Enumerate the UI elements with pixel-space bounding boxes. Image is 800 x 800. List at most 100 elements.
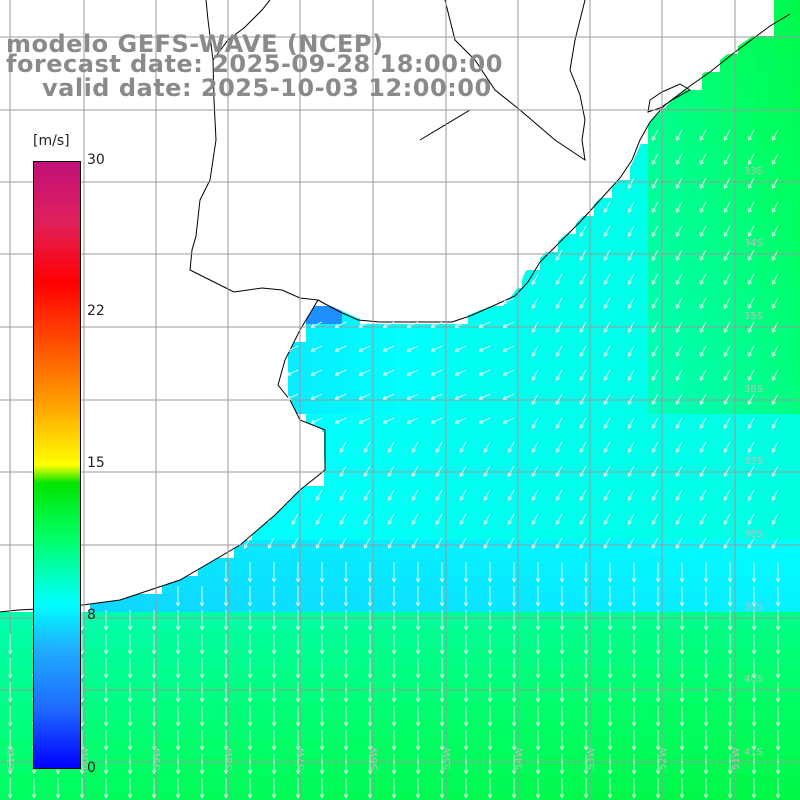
speed-cell bbox=[468, 720, 486, 738]
speed-cell bbox=[468, 738, 486, 756]
speed-cell bbox=[756, 792, 774, 800]
wind-arrow bbox=[771, 297, 779, 309]
wind-arrow bbox=[771, 201, 779, 213]
speed-cell bbox=[738, 792, 756, 800]
wind-arrow bbox=[483, 465, 491, 477]
wind-arrow bbox=[478, 321, 491, 328]
longitude-label: 53W bbox=[586, 747, 597, 770]
speed-cell bbox=[756, 612, 774, 630]
speed-cell bbox=[576, 486, 594, 504]
wind-arrow bbox=[531, 321, 539, 333]
wind-arrow bbox=[334, 393, 347, 400]
speed-cell bbox=[288, 738, 306, 756]
wind-arrow bbox=[367, 634, 373, 655]
wind-arrow bbox=[127, 634, 133, 655]
speed-cell bbox=[396, 396, 414, 414]
land-mask bbox=[0, 0, 770, 612]
speed-cell bbox=[558, 558, 576, 576]
wind-arrow bbox=[607, 658, 613, 679]
speed-cell bbox=[774, 234, 792, 252]
wind-arrow bbox=[627, 225, 635, 237]
wind-arrow bbox=[415, 634, 421, 655]
speed-cell bbox=[756, 738, 774, 756]
speed-cell bbox=[198, 594, 216, 612]
speed-cell bbox=[756, 144, 774, 162]
wind-arrow bbox=[363, 489, 371, 501]
speed-cell bbox=[702, 324, 720, 342]
wind-arrow bbox=[699, 417, 707, 429]
wind-arrow bbox=[343, 586, 349, 607]
speed-cell bbox=[378, 738, 396, 756]
speed-cell bbox=[522, 324, 540, 342]
speed-cell bbox=[702, 396, 720, 414]
speed-cell bbox=[594, 540, 612, 558]
wind-arrow bbox=[603, 417, 611, 429]
wind-arrow bbox=[127, 682, 133, 703]
speed-cell bbox=[522, 576, 540, 594]
wind-arrow bbox=[103, 658, 109, 679]
speed-cell bbox=[198, 792, 216, 800]
wind-arrow bbox=[723, 273, 731, 285]
speed-cell bbox=[738, 540, 756, 558]
speed-cell bbox=[612, 360, 630, 378]
wind-arrow bbox=[699, 537, 707, 549]
wind-arrow bbox=[291, 513, 299, 525]
wind-arrow bbox=[478, 345, 491, 352]
wind-arrow bbox=[583, 778, 589, 799]
speed-cell bbox=[432, 720, 450, 738]
wind-arrow bbox=[435, 441, 443, 453]
wind-arrow bbox=[727, 730, 733, 751]
speed-cell bbox=[792, 684, 800, 702]
speed-cell bbox=[576, 396, 594, 414]
wind-arrow bbox=[559, 730, 565, 751]
wind-arrow bbox=[775, 562, 781, 583]
speed-cell bbox=[558, 486, 576, 504]
speed-cell bbox=[738, 90, 756, 108]
wind-arrow bbox=[655, 586, 661, 607]
speed-cell bbox=[558, 630, 576, 648]
speed-cell bbox=[684, 342, 702, 360]
wind-arrow bbox=[435, 489, 443, 501]
wind-arrow bbox=[487, 706, 493, 727]
speed-cell bbox=[486, 774, 504, 792]
speed-cell bbox=[432, 702, 450, 720]
wind-arrow bbox=[199, 754, 205, 775]
speed-cell bbox=[378, 396, 396, 414]
speed-cell bbox=[630, 594, 648, 612]
speed-cell bbox=[180, 792, 198, 800]
speed-cell bbox=[666, 432, 684, 450]
speed-cell bbox=[378, 774, 396, 792]
speed-cell bbox=[774, 18, 792, 36]
speed-cell bbox=[648, 504, 666, 522]
speed-cell bbox=[216, 594, 234, 612]
wind-arrow bbox=[651, 537, 659, 549]
speed-cell bbox=[630, 450, 648, 468]
speed-cell bbox=[648, 594, 666, 612]
speed-cell bbox=[720, 558, 738, 576]
speed-cell bbox=[360, 666, 378, 684]
wind-arrow bbox=[583, 706, 589, 727]
wind-arrow bbox=[295, 610, 301, 631]
speed-cell bbox=[378, 486, 396, 504]
wind-arrow bbox=[319, 586, 325, 607]
speed-cell bbox=[180, 630, 198, 648]
wind-arrow bbox=[478, 393, 491, 400]
speed-cell bbox=[306, 702, 324, 720]
speed-cell bbox=[468, 378, 486, 396]
speed-cell bbox=[756, 774, 774, 792]
speed-cell bbox=[252, 720, 270, 738]
speed-cell bbox=[468, 774, 486, 792]
speed-cell bbox=[522, 720, 540, 738]
wind-arrow bbox=[339, 465, 347, 477]
wind-arrow bbox=[382, 417, 395, 424]
speed-cell bbox=[306, 378, 324, 396]
speed-cell bbox=[0, 666, 18, 684]
wind-arrow bbox=[334, 345, 347, 352]
speed-cell bbox=[90, 702, 108, 720]
wind-arrow bbox=[103, 730, 109, 751]
speed-cell bbox=[576, 450, 594, 468]
speed-cell bbox=[0, 702, 18, 720]
speed-cell bbox=[234, 756, 252, 774]
speed-cell bbox=[684, 144, 702, 162]
wind-arrow bbox=[727, 562, 733, 583]
